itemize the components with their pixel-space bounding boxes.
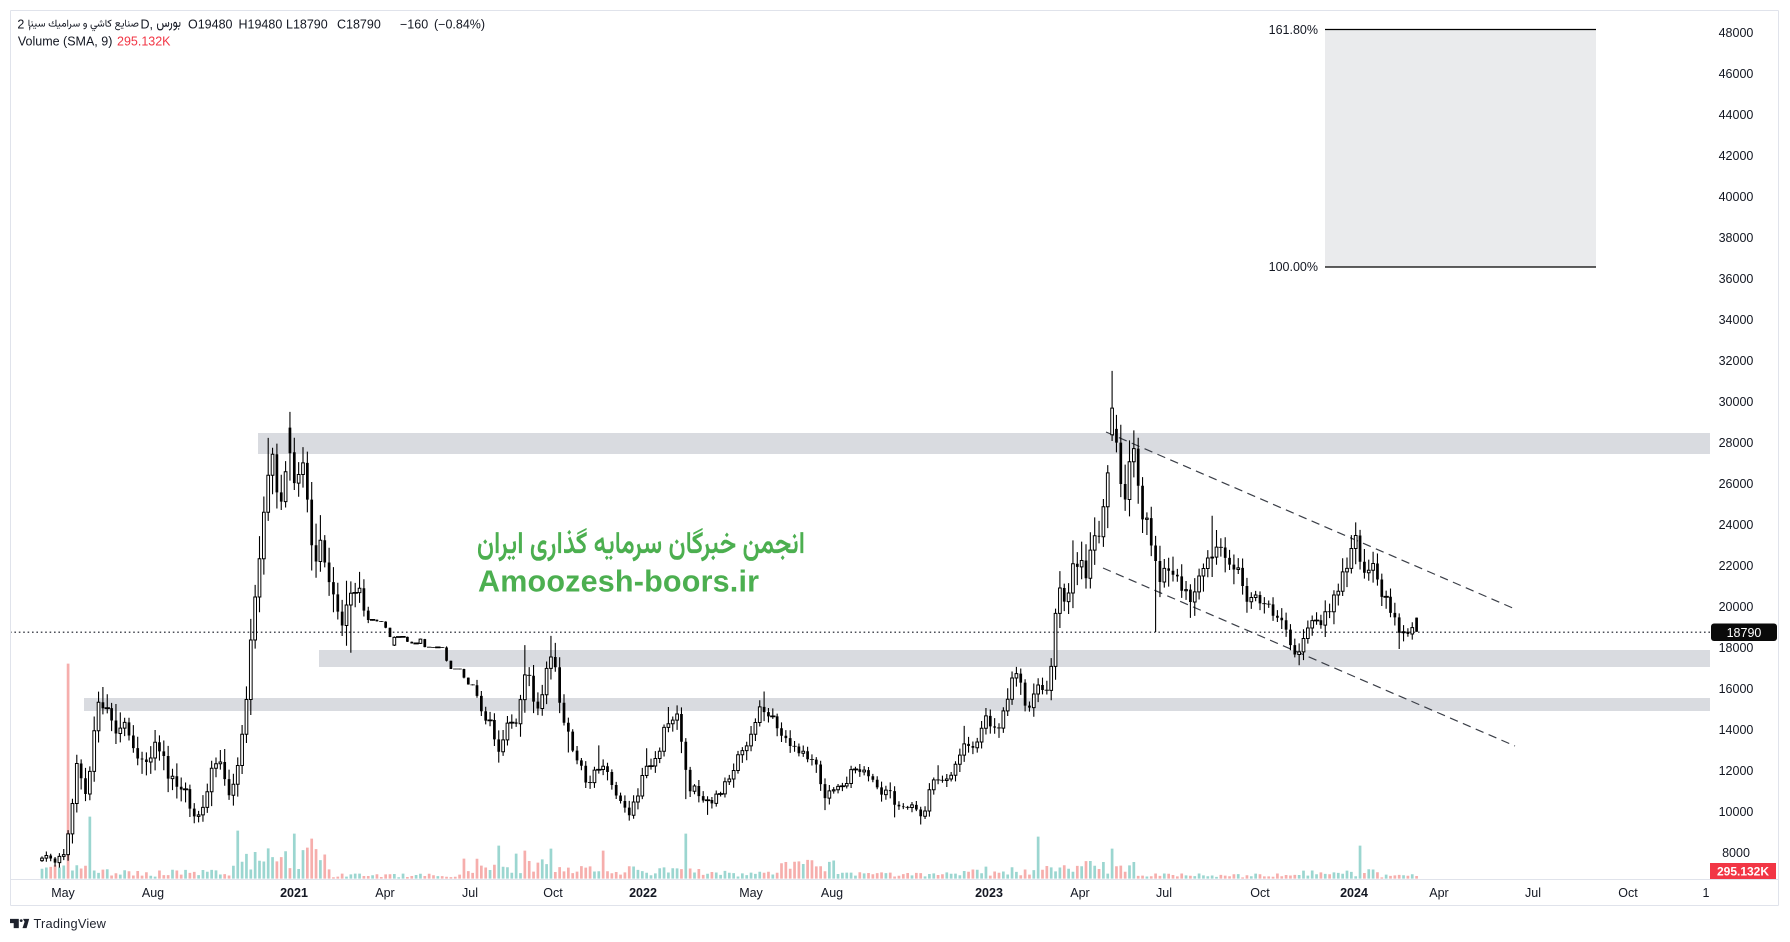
svg-text:295.132K: 295.132K: [117, 34, 171, 48]
svg-text:Oct: Oct: [543, 886, 563, 900]
svg-text:Apr: Apr: [1070, 886, 1089, 900]
svg-text:26000: 26000: [1719, 477, 1754, 491]
svg-text:2023: 2023: [975, 886, 1003, 900]
svg-text:Oct: Oct: [1618, 886, 1638, 900]
svg-text:TradingView: TradingView: [34, 916, 107, 931]
svg-text:C18790: C18790: [337, 18, 381, 32]
svg-text:28000: 28000: [1719, 436, 1754, 450]
svg-text:30000: 30000: [1719, 395, 1754, 409]
svg-text:L18790: L18790: [286, 18, 328, 32]
svg-text:100.00%: 100.00%: [1269, 260, 1318, 274]
svg-text:161.80%: 161.80%: [1269, 23, 1318, 37]
svg-text:Apr: Apr: [1429, 886, 1448, 900]
svg-text:Aug: Aug: [821, 886, 843, 900]
svg-text:46000: 46000: [1719, 67, 1754, 81]
svg-text:295.132K: 295.132K: [1717, 865, 1769, 879]
svg-text:48000: 48000: [1719, 26, 1754, 40]
svg-text:38000: 38000: [1719, 231, 1754, 245]
svg-text:42000: 42000: [1719, 149, 1754, 163]
svg-text:D,: D,: [141, 18, 154, 32]
svg-text:14000: 14000: [1719, 723, 1754, 737]
svg-text:12000: 12000: [1719, 764, 1754, 778]
svg-text:18790: 18790: [1727, 626, 1762, 640]
svg-text:O19480: O19480: [188, 18, 233, 32]
svg-text:Jul: Jul: [462, 886, 478, 900]
svg-text:34000: 34000: [1719, 313, 1754, 327]
svg-text:−160: −160: [400, 18, 428, 32]
svg-text:2 ,: 2 ,: [17, 18, 31, 32]
svg-text:2024: 2024: [1340, 886, 1368, 900]
svg-text:32000: 32000: [1719, 354, 1754, 368]
svg-text:22000: 22000: [1719, 559, 1754, 573]
svg-text:Aug: Aug: [142, 886, 164, 900]
svg-text:40000: 40000: [1719, 190, 1754, 204]
svg-text:H19480: H19480: [239, 18, 283, 32]
svg-text:Oct: Oct: [1250, 886, 1270, 900]
svg-text:May: May: [51, 886, 75, 900]
svg-text:16000: 16000: [1719, 682, 1754, 696]
svg-text:2022: 2022: [629, 886, 657, 900]
svg-text:10000: 10000: [1719, 805, 1754, 819]
svg-text:24000: 24000: [1719, 518, 1754, 532]
svg-text:36000: 36000: [1719, 272, 1754, 286]
svg-text:Jul: Jul: [1525, 886, 1541, 900]
svg-text:Jul: Jul: [1156, 886, 1172, 900]
svg-text:(−0.84%): (−0.84%): [434, 18, 485, 32]
svg-text:20000: 20000: [1719, 600, 1754, 614]
svg-text:Amoozesh-boors.ir: Amoozesh-boors.ir: [478, 565, 759, 599]
svg-text:18000: 18000: [1719, 641, 1754, 655]
svg-text:8000: 8000: [1722, 846, 1750, 860]
svg-text:May: May: [739, 886, 763, 900]
svg-text:Volume (SMA, 9): Volume (SMA, 9): [18, 34, 112, 48]
svg-text:Apr: Apr: [375, 886, 394, 900]
svg-text:2021: 2021: [280, 886, 308, 900]
svg-text:44000: 44000: [1719, 108, 1754, 122]
svg-text:1: 1: [1703, 886, 1710, 900]
